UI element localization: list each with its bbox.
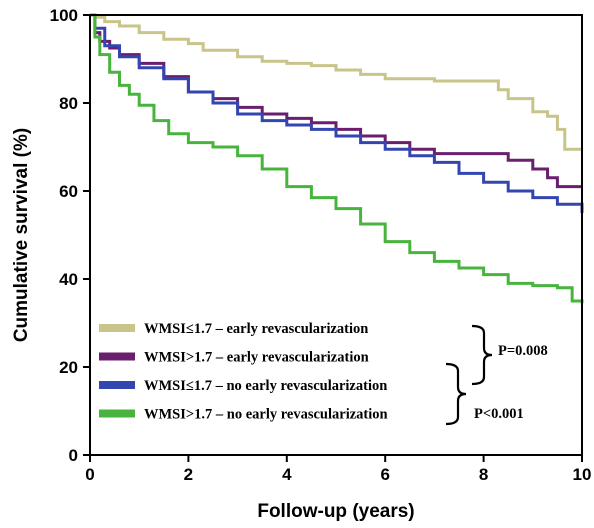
legend-swatch-3 xyxy=(99,409,135,418)
legend-swatch-2 xyxy=(99,381,135,389)
legend-label-3: WMSI>1.7 – no early revascularization xyxy=(144,407,388,423)
legend-label-1: WMSI>1.7 – early revascularization xyxy=(144,350,369,366)
x-tick-label-4: 8 xyxy=(479,465,488,484)
y-tick-label-5: 100 xyxy=(50,6,78,25)
x-tick-label-0: 0 xyxy=(85,465,94,484)
legend-label-0: WMSI≤1.7 – early revascularization xyxy=(144,321,368,337)
bracket-upper xyxy=(471,324,493,386)
y-tick-label-4: 80 xyxy=(59,94,78,113)
legend-swatch-0 xyxy=(99,324,135,332)
series-line-3 xyxy=(90,13,584,304)
x-tick-label-1: 2 xyxy=(184,465,193,484)
x-tick-label-5: 10 xyxy=(573,465,592,484)
y-tick-label-2: 40 xyxy=(59,270,78,289)
p-value-brackets xyxy=(445,324,493,426)
p-value-lower: P<0.001 xyxy=(474,406,524,422)
y-tick-label-0: 0 xyxy=(69,446,78,465)
series-lines xyxy=(90,13,584,304)
x-tick-label-2: 4 xyxy=(282,465,292,484)
y-axis-title: Cumulative survival (%) xyxy=(11,128,32,342)
series-line-0 xyxy=(90,13,582,151)
legend-swatch-1 xyxy=(99,352,135,361)
series-line-1 xyxy=(90,13,582,189)
p-value-upper: P=0.008 xyxy=(498,343,548,359)
x-tick-label-3: 6 xyxy=(380,465,389,484)
bracket-lower xyxy=(445,362,467,426)
y-tick-label-3: 60 xyxy=(59,182,78,201)
x-axis-title: Follow-up (years) xyxy=(257,501,414,522)
legend: WMSI≤1.7 – early revascularization WMSI>1… xyxy=(99,321,388,423)
y-tick-label-1: 20 xyxy=(59,358,78,377)
series-line-2 xyxy=(90,13,584,213)
legend-label-2: WMSI≤1.7 – no early revascularization xyxy=(144,378,387,394)
plot-frame xyxy=(89,14,583,456)
